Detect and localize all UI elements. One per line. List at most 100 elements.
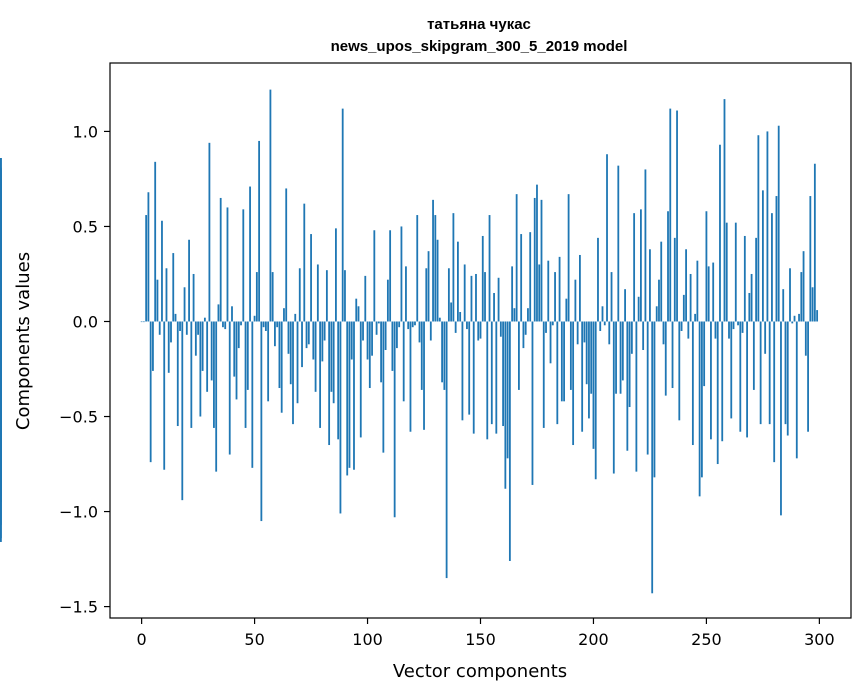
- bar-285: [784, 321, 787, 425]
- bar-253: [712, 262, 715, 322]
- bar-97: [359, 321, 362, 438]
- bar-177: [540, 199, 543, 322]
- bar-123: [418, 321, 421, 343]
- bar-22: [190, 321, 193, 428]
- bar-43: [237, 321, 240, 349]
- x-axis-ticks: 0 50 100 150 200 250 300: [137, 618, 835, 649]
- bar-193: [576, 321, 579, 345]
- bar-231: [662, 321, 665, 345]
- bar-11: [165, 268, 168, 322]
- bar-36: [222, 321, 224, 328]
- bar-153: [486, 321, 489, 440]
- bar-225: [649, 249, 651, 322]
- bar-250: [705, 211, 708, 322]
- bar-137: [450, 302, 453, 322]
- bar-49: [251, 321, 254, 468]
- y-tick-label: −1.0: [59, 503, 98, 522]
- bar-55: [264, 321, 267, 331]
- bar-159: [499, 321, 502, 337]
- bar-200: [592, 321, 595, 449]
- bar-124: [420, 321, 423, 390]
- bar-10: [163, 321, 166, 470]
- bar-172: [529, 232, 532, 322]
- bar-258: [723, 99, 726, 322]
- bar-8: [158, 321, 161, 335]
- x-tick-label: 50: [244, 630, 264, 649]
- bar-180: [547, 260, 550, 322]
- bar-251: [707, 266, 710, 322]
- bar-111: [391, 321, 394, 371]
- bar-132: [438, 317, 441, 322]
- bar-73: [305, 321, 308, 349]
- bar-27: [201, 321, 204, 371]
- bar-46: [244, 321, 247, 428]
- bar-88: [339, 321, 342, 514]
- bar-66: [289, 321, 292, 385]
- bar-6: [154, 161, 157, 322]
- bar-201: [594, 321, 597, 480]
- chart-title: татьяна чукас: [427, 16, 531, 33]
- bar-18: [181, 321, 184, 501]
- bar-undefined: [0, 184, 2, 322]
- bar-78: [316, 264, 319, 322]
- y-axis-label: Components values: [13, 252, 34, 430]
- bar-65: [287, 321, 290, 354]
- bar-16: [176, 321, 179, 427]
- bar-104: [375, 321, 378, 335]
- bar-261: [730, 321, 733, 419]
- bar-276: [764, 321, 767, 354]
- bar-169: [522, 321, 525, 349]
- bar-14: [172, 253, 175, 322]
- bar-140: [457, 241, 459, 322]
- bar-40: [231, 306, 233, 322]
- bar-106: [380, 321, 382, 383]
- bar-undefined: [0, 260, 2, 322]
- bar-240: [682, 294, 685, 322]
- bar-101: [368, 321, 371, 389]
- bar-85: [332, 321, 335, 404]
- bar-62: [280, 321, 283, 413]
- bar-194: [579, 254, 581, 322]
- bar-67: [292, 321, 294, 425]
- bar-139: [454, 321, 457, 333]
- bar-0: [140, 321, 143, 323]
- bar-257: [721, 321, 724, 442]
- bar-260: [728, 321, 730, 339]
- bar-241: [685, 249, 687, 322]
- bar-51: [255, 272, 258, 322]
- bar-89: [341, 108, 344, 322]
- bar-294: [804, 321, 807, 356]
- bar-116: [402, 321, 405, 402]
- bar-107: [382, 321, 385, 453]
- bars-group: [0, 89, 819, 594]
- bar-100: [366, 321, 369, 360]
- bar-234: [669, 108, 672, 322]
- x-tick-label: 100: [352, 630, 383, 649]
- bar-103: [373, 230, 376, 322]
- bar-289: [793, 315, 796, 322]
- bar-263: [734, 222, 737, 322]
- bar-23: [192, 273, 195, 322]
- bar-214: [624, 289, 626, 322]
- bar-34: [217, 304, 220, 322]
- bar-284: [782, 289, 785, 322]
- bar-299: [816, 310, 819, 322]
- bar-288: [791, 321, 794, 324]
- bar-81: [323, 321, 326, 341]
- bar-275: [761, 190, 764, 322]
- bar-185: [558, 256, 561, 322]
- bar-24: [194, 321, 197, 356]
- bar-75: [310, 234, 312, 322]
- bar-199: [590, 321, 593, 394]
- bar-130: [434, 215, 437, 322]
- bar-166: [515, 194, 518, 322]
- bar-28: [203, 317, 206, 322]
- bar-164: [511, 266, 514, 322]
- bar-91: [346, 321, 349, 476]
- bar-224: [646, 321, 649, 455]
- bar-41: [233, 321, 236, 377]
- bar-274: [759, 321, 762, 425]
- bar-102: [371, 321, 373, 356]
- bar-223: [644, 169, 647, 322]
- bar-279: [771, 213, 773, 322]
